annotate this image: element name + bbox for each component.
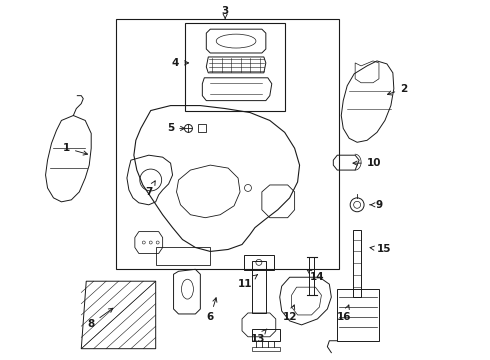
Text: 7: 7	[145, 181, 155, 197]
Text: 6: 6	[207, 298, 217, 322]
Bar	[244, 255, 274, 270]
Text: 10: 10	[353, 158, 381, 168]
Text: 11: 11	[238, 275, 257, 289]
Bar	[156, 247, 210, 265]
Text: 8: 8	[88, 308, 113, 329]
Bar	[116, 19, 339, 269]
Text: 1: 1	[63, 143, 88, 155]
Text: 2: 2	[388, 84, 407, 95]
Text: 5: 5	[167, 123, 185, 134]
Text: 12: 12	[282, 305, 297, 322]
Bar	[252, 261, 266, 313]
Bar	[198, 125, 206, 132]
Bar	[337, 289, 379, 341]
Text: 14: 14	[307, 270, 325, 282]
Text: 9: 9	[370, 200, 383, 210]
Text: 16: 16	[337, 305, 351, 322]
Bar	[310, 257, 315, 295]
Bar	[252, 329, 280, 341]
Bar	[185, 23, 285, 111]
Bar	[252, 347, 280, 351]
Text: 13: 13	[251, 329, 267, 344]
Text: 15: 15	[370, 244, 391, 255]
Text: 3: 3	[221, 6, 229, 19]
Bar	[353, 230, 361, 297]
Text: 4: 4	[172, 58, 189, 68]
